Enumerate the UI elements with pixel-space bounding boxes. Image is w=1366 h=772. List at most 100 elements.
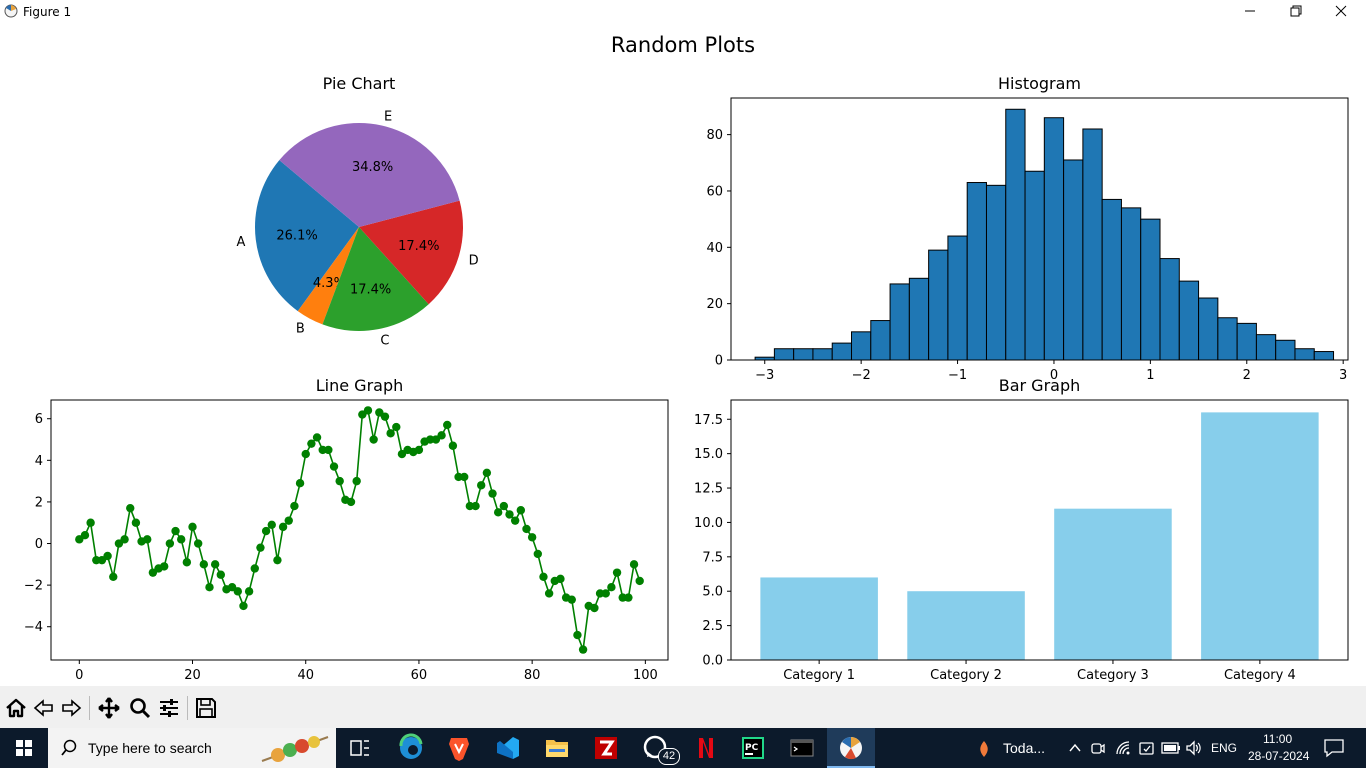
home-icon (6, 698, 26, 718)
histogram-bar (1275, 339, 1296, 361)
taskbar-vscode[interactable] (484, 728, 532, 768)
pan-button[interactable] (97, 696, 121, 720)
forward-button[interactable] (59, 696, 83, 720)
sliders-icon (160, 699, 178, 717)
line-point (590, 603, 599, 613)
taskbar-matplotlib-figure[interactable] (827, 728, 875, 768)
pie-label-D: D (469, 254, 479, 269)
line-graph-ytick-label: −2 (24, 579, 43, 594)
weather-text[interactable]: Toda... (1003, 740, 1046, 756)
notification-icon[interactable] (1323, 738, 1345, 758)
taskbar-pycharm[interactable]: PC (729, 728, 777, 768)
line-point (493, 508, 503, 517)
restore-button[interactable] (1273, 0, 1319, 24)
taskbar-terminal[interactable] (778, 728, 826, 768)
pie-pct-label-E: 34.8% (352, 160, 393, 175)
line-point (624, 593, 633, 602)
line-point (199, 560, 209, 569)
wifi-icon[interactable] (1115, 740, 1133, 756)
line-point (233, 587, 242, 596)
taskbar-netflix[interactable] (680, 728, 728, 768)
line-point (567, 595, 576, 604)
chevron-up-icon[interactable] (1068, 741, 1082, 755)
line-point (477, 481, 486, 490)
pie-slice-E (279, 122, 460, 227)
bar-graph-ytick-label: 0.0 (702, 654, 723, 669)
histogram-bar (947, 235, 968, 361)
taskbar-edge[interactable] (387, 728, 435, 768)
terminal-icon (790, 739, 814, 757)
battery-icon[interactable] (1161, 741, 1181, 755)
netflix-icon (699, 738, 713, 758)
minimize-button[interactable] (1227, 0, 1273, 24)
arrow-right-icon (62, 699, 82, 717)
taskbar-search-box[interactable]: Type here to search (48, 728, 336, 768)
histogram-axes-frame (730, 97, 1349, 361)
histogram-bar (851, 331, 872, 361)
whatsapp-badge: 42 (658, 748, 680, 765)
line-graph-xtick-label: 80 (524, 668, 541, 683)
line-point (239, 601, 248, 611)
arrow-left-icon (33, 699, 53, 717)
bar-graph-xtick-label: Category 2 (930, 668, 1002, 683)
line-graph-ytick-label: 0 (35, 537, 43, 552)
line-point (363, 406, 373, 415)
language-indicator[interactable]: ENG (1211, 741, 1238, 755)
save-button[interactable] (194, 696, 218, 720)
meet-now-icon[interactable] (1090, 740, 1106, 756)
bar-4 (1201, 412, 1319, 660)
bar-graph-ytick-label: 2.5 (702, 619, 723, 634)
line-point (267, 520, 276, 529)
bar-graph-ytick-label: 5.0 (702, 585, 723, 600)
line-point (544, 589, 554, 598)
line-graph-xtick-label: 20 (184, 668, 201, 683)
search-icon (61, 739, 77, 756)
clock-time[interactable]: 11:00 (1263, 732, 1293, 746)
histogram-xtick-label: −3 (755, 368, 774, 383)
bar-graph-title: Bar Graph (999, 376, 1081, 395)
histogram-xtick-label: 3 (1339, 368, 1347, 383)
line-point (86, 518, 95, 527)
network-icon[interactable] (1138, 739, 1156, 757)
histogram-bar (1198, 297, 1219, 361)
line-point (176, 535, 186, 544)
back-button[interactable] (32, 696, 56, 720)
histogram-ytick-label: 40 (706, 241, 723, 256)
histogram-bar (870, 320, 891, 361)
close-button[interactable] (1319, 0, 1365, 24)
taskbar-file-explorer[interactable] (533, 728, 581, 768)
volume-icon[interactable] (1185, 740, 1203, 756)
whatsapp-icon (643, 735, 667, 759)
taskbar-whatsapp[interactable]: 42 (631, 728, 680, 768)
folder-icon (546, 740, 568, 757)
histogram-ytick-label: 20 (706, 297, 723, 312)
pie-slice-D (359, 200, 464, 305)
histogram-bar (773, 348, 795, 361)
taskbar-filezilla[interactable] (582, 728, 630, 768)
line-point (448, 441, 458, 450)
configure-subplots-button[interactable] (157, 696, 181, 720)
line-point (460, 472, 469, 482)
toolbar-separator (89, 696, 90, 720)
taskbar-brave[interactable] (435, 728, 483, 768)
histogram-bar (1120, 207, 1142, 361)
task-view-button[interactable] (336, 728, 384, 768)
line-point (290, 501, 299, 511)
bar-graph-axes-frame (730, 399, 1349, 661)
home-button[interactable] (4, 696, 28, 720)
histogram-xtick-label: −1 (948, 368, 967, 383)
line-point (482, 468, 492, 477)
histogram-bar (1063, 159, 1084, 361)
histogram-bar (928, 249, 949, 361)
line-point (516, 506, 526, 515)
filezilla-icon (595, 737, 617, 759)
clock-date[interactable]: 28-07-2024 (1248, 749, 1310, 763)
line-point (216, 570, 226, 579)
zoom-button[interactable] (128, 696, 152, 720)
line-point (193, 539, 203, 548)
histogram-bar (1082, 128, 1103, 361)
start-button[interactable] (0, 728, 48, 768)
line-point (539, 572, 548, 581)
line-graph-xtick-label: 40 (297, 668, 314, 683)
